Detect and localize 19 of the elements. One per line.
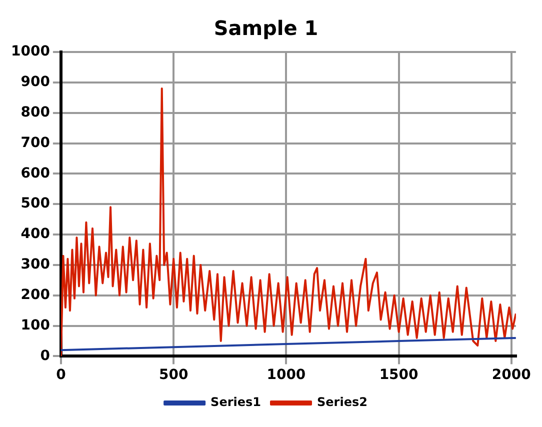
y-tick-label: 600	[20, 165, 50, 182]
y-tick-label: 800	[20, 104, 50, 120]
y-tick-label: 1000	[10, 44, 50, 60]
y-tick-label: 900	[20, 74, 50, 90]
y-tick-label: 700	[20, 134, 50, 151]
y-tick-label: 0	[40, 348, 50, 364]
chart-title: Sample 1	[214, 16, 318, 40]
x-tick-label: 1500	[379, 367, 419, 384]
x-tick-label: 0	[56, 367, 66, 384]
x-tick-label: 500	[158, 367, 188, 384]
y-tick-label: 500	[20, 196, 50, 212]
y-tick-label: 300	[20, 256, 50, 273]
x-tick-label: 1000	[266, 367, 306, 384]
y-tick-label: 400	[20, 226, 50, 242]
y-tick-label: 100	[20, 317, 50, 334]
legend-label: Series2	[317, 395, 368, 410]
y-tick-label: 200	[20, 287, 50, 303]
legend-label: Series1	[210, 395, 262, 410]
x-tick-label: 2000	[492, 367, 532, 384]
